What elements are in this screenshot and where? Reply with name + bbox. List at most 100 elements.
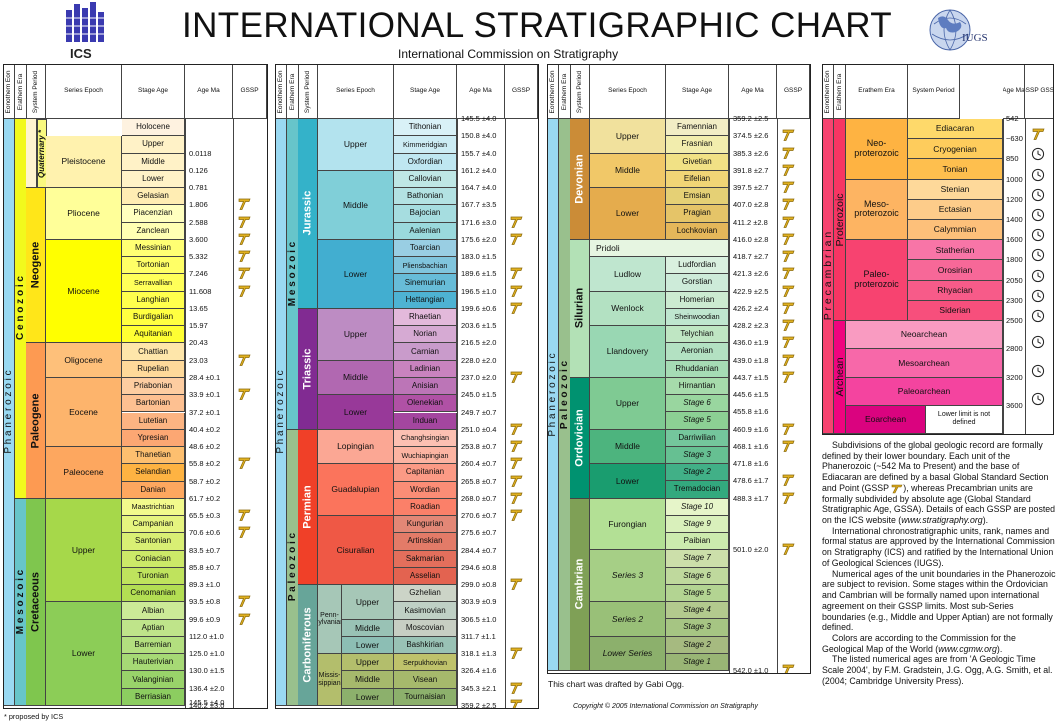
gssp-spike-icon <box>782 216 795 228</box>
system-cell: Siderian <box>908 300 1003 321</box>
series-cell: Middle <box>342 671 394 689</box>
gssp-spike-icon <box>510 578 523 590</box>
stage-label: Burdigalian <box>132 312 174 322</box>
stage-cell: Bashkirian <box>394 636 457 655</box>
gssp-spike-icon <box>238 268 251 280</box>
stage-label: Stage 10 <box>680 501 714 511</box>
column-header-label: Age Ma <box>1003 87 1025 95</box>
series-label: Lower <box>355 639 380 650</box>
age-value: 216.5 ±2.0 <box>461 338 497 348</box>
column-header-label: Erathem Era <box>858 87 895 95</box>
column-header-5: GSSP GSSA <box>1025 65 1054 119</box>
archean-era-cell: Mesoarchean <box>846 349 1003 378</box>
series-cell: Lower <box>318 395 394 430</box>
stage-cell: Hirnantian <box>666 377 729 395</box>
age-value: 1600 <box>1006 235 1023 245</box>
era-label: Archean <box>834 357 846 397</box>
stage-label: Sakmarian <box>405 553 445 563</box>
gssp-spike-icon <box>510 492 523 504</box>
age-value: 136.4 ±2.0 <box>189 683 225 693</box>
series-label: Middle <box>354 674 381 685</box>
stage-cell: Olenekian <box>394 395 457 413</box>
system-label: Ordovician <box>573 408 585 467</box>
stage-label: Stage 3 <box>683 622 711 632</box>
series-label: Cisuralian <box>336 544 375 555</box>
series-cell: Series 3 <box>590 550 666 602</box>
column-header-4: Stage Age <box>122 65 185 119</box>
age-value: 7.246 <box>189 269 208 279</box>
stage-label: Stage 7 <box>683 553 711 563</box>
stage-label: Turonian <box>137 571 169 580</box>
eoarchean-note-text: Lower limit is not defined <box>937 411 991 427</box>
stage-cell: Selandian <box>122 464 185 482</box>
age-value: 418.7 ±2.7 <box>733 252 769 261</box>
series-label: Llandovery <box>606 346 649 357</box>
stage-label: Valanginian <box>132 674 174 684</box>
age-value: 58.7 ±0.2 <box>189 476 221 486</box>
stage-label: Stage 9 <box>683 518 711 528</box>
gssp-spike-icon <box>782 129 795 142</box>
stage-label: Stage 1 <box>683 656 711 666</box>
column-header-label: GSSP GSSA <box>1025 87 1054 95</box>
gssp-spike-icon <box>510 285 523 297</box>
system-cell: Statherian <box>908 240 1003 261</box>
age-value: 15.97 <box>189 321 208 331</box>
drafted-note: This chart was drafted by Gabi Ogg. <box>548 679 685 689</box>
stage-cell: Carnian <box>394 343 457 361</box>
system-label: Ediacaran <box>935 123 975 134</box>
age-value: 2800 <box>1006 344 1023 354</box>
stage-cell: Aalenian <box>394 222 457 240</box>
column-header-1: Erathem Era <box>287 65 299 119</box>
era-label: C e n o z o i c <box>15 276 26 341</box>
stage-cell: Berriasian <box>122 688 185 706</box>
gssa-clock-icon <box>1031 249 1045 262</box>
proterozoic-era-cell: Paleo-proterozoic <box>846 240 908 321</box>
cgmw-website-link[interactable]: www.cgmw.org <box>938 643 997 654</box>
eon-label: P h a n e r o z o i c <box>276 370 286 454</box>
age-value: 501.0 ±2.0 <box>733 545 769 555</box>
stage-label: Langhian <box>136 294 170 304</box>
age-value: 130.0 ±1.5 <box>189 666 225 676</box>
column-header-3: Series Epoch <box>46 65 122 119</box>
system-label: Devonian <box>573 154 585 204</box>
age-value: 422.9 ±2.5 <box>733 286 769 296</box>
column-header-3: Series Epoch <box>590 65 666 119</box>
note-paragraph-3: Numerical ages of the unit boundaries in… <box>822 568 1056 633</box>
age-value: 228.0 ±2.0 <box>461 355 497 365</box>
system-label: Paleogene <box>29 393 41 449</box>
system-cell: Rhyacian <box>908 280 1003 301</box>
series-cell: Middle <box>590 153 666 188</box>
age-value: 125.0 ±1.0 <box>189 649 225 659</box>
age-value: 150.8 ±4.0 <box>461 131 497 141</box>
age-value: 270.6 ±0.7 <box>461 511 497 521</box>
stage-cell: Priabonian <box>122 377 185 396</box>
age-value: 303.9 ±0.9 <box>461 597 497 607</box>
stage-label: Bashkirian <box>406 640 444 650</box>
stage-label: Gelasian <box>137 191 169 201</box>
age-value: 460.9 ±1.6 <box>733 424 769 434</box>
gssp-spike-icon <box>782 164 795 176</box>
gssp-spike-icon <box>782 285 795 297</box>
series-cell: Upper <box>46 498 122 603</box>
age-value: 294.6 ±0.8 <box>461 562 497 572</box>
system-label: Statherian <box>935 244 975 255</box>
stage-cell: Stage 9 <box>666 515 729 533</box>
age-value: 455.8 ±1.6 <box>733 407 769 417</box>
stage-cell: Paibian <box>666 533 729 551</box>
age-value: 61.7 ±0.2 <box>189 493 221 503</box>
stage-cell: Lochkovian <box>666 222 729 240</box>
system-label: Cambrian <box>573 558 585 610</box>
ics-website-link[interactable]: www.stratigraphy.org <box>901 515 983 526</box>
stage-cell: Rhaetian <box>394 308 457 327</box>
age-value: 374.5 ±2.6 <box>733 131 769 141</box>
stage-cell: Middle <box>122 153 185 171</box>
stage-cell: Lower <box>122 170 185 189</box>
stage-cell: Gorstian <box>666 274 729 292</box>
column-header-label: System Period <box>31 70 39 113</box>
system-label: Siderian <box>939 305 971 316</box>
system-label: Rhyacian <box>937 284 973 295</box>
series-cell: Upper <box>318 119 394 171</box>
copyright-note: Copyright © 2005 International Commissio… <box>573 703 758 710</box>
age-top-value: 542 <box>1006 114 1019 123</box>
stage-label: Artinskian <box>407 536 443 546</box>
